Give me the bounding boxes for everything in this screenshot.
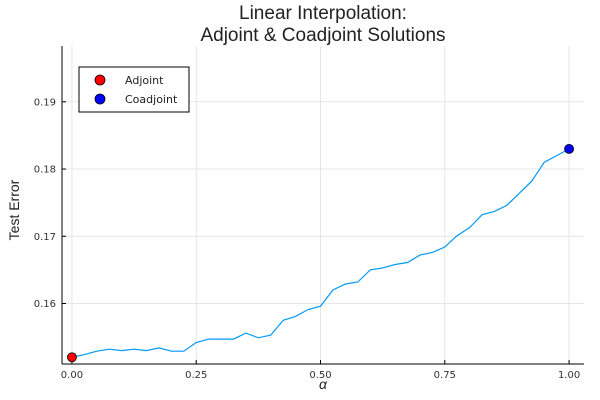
legend-label-adjoint: Adjoint: [125, 74, 164, 87]
y-tick-label: 0.17: [34, 232, 56, 243]
legend-box: [78, 66, 190, 113]
y-tick-label: 0.18: [34, 165, 56, 176]
x-axis-label: α: [319, 376, 328, 392]
y-tick-label: 0.16: [34, 299, 56, 310]
y-axis-label: Test Error: [6, 179, 22, 240]
x-tick-label: 0.00: [61, 370, 83, 381]
y-tick-label: 0.19: [34, 97, 56, 108]
legend: Adjoint Coadjoint: [78, 66, 190, 113]
chart-title-line-2: Adjoint & Coadjoint Solutions: [200, 25, 445, 46]
x-tick-label: 1.00: [558, 370, 580, 381]
marker-layer: [67, 143, 574, 363]
legend-marker-adjoint: [94, 74, 106, 86]
series-layer: [71, 148, 570, 358]
x-tick-label: 0.75: [434, 370, 456, 381]
x-tick-label: 0.25: [185, 370, 207, 381]
marker-adjoint: [67, 352, 77, 363]
axes: [61, 46, 584, 365]
marker-coadjoint: [564, 143, 574, 154]
chart-title-line-1: Linear Interpolation:: [239, 3, 407, 24]
legend-label-coadjoint: Coadjoint: [125, 93, 178, 106]
x-tick-label: 0.50: [309, 370, 331, 381]
legend-marker-coadjoint: [94, 93, 106, 105]
tick-labels: 0.00 0.25 0.50 0.75 1.00 0.16 0.17 0.18 0.19: [34, 97, 580, 381]
series-line: [71, 148, 570, 358]
